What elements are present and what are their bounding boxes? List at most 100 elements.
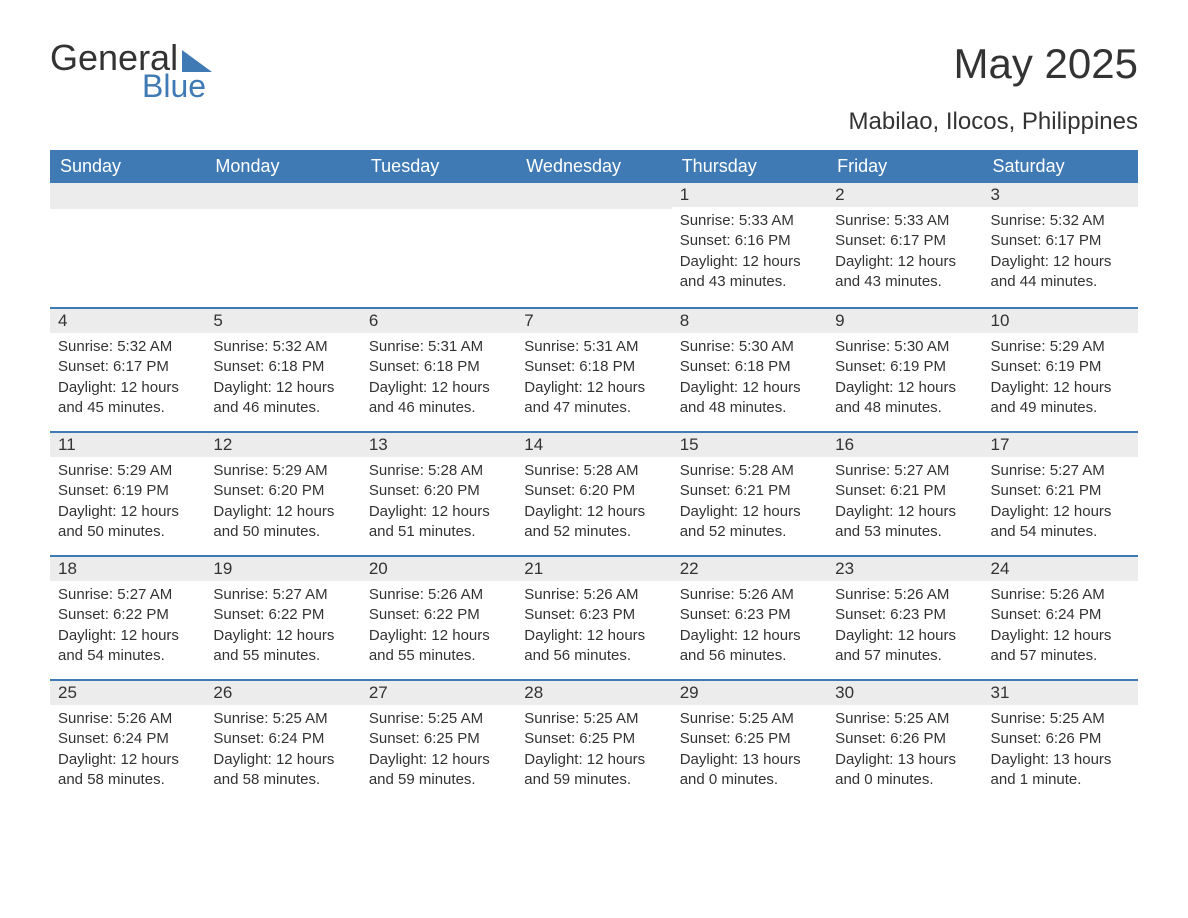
day-number: 14 (516, 433, 671, 457)
sunset-text: Sunset: 6:18 PM (369, 357, 508, 377)
daylight-text: Daylight: 12 hours and 56 minutes. (524, 626, 663, 667)
daylight-text: Daylight: 13 hours and 0 minutes. (680, 750, 819, 791)
day-cell: 9Sunrise: 5:30 AMSunset: 6:19 PMDaylight… (827, 309, 982, 431)
week-row: 11 Sunrise: 5:29 AM Sunset: 6:19 PM Dayligh… (50, 431, 1138, 555)
sunset-text: Sunset: 6:22 PM (213, 605, 352, 625)
day-details: Sunrise: 5:25 AMSunset: 6:26 PMDaylight:… (827, 705, 982, 800)
day-cell: 4Sunrise: 5:32 AMSunset: 6:17 PMDaylight… (50, 309, 205, 431)
sunrise-text: Sunrise: 5:27 AM (991, 461, 1130, 481)
sunrise-text: Sunrise: 5:29 AM (213, 461, 352, 481)
daylight-text: Daylight: 12 hours and 59 minutes. (369, 750, 508, 791)
empty-day-number (50, 183, 205, 209)
day-number: 28 (516, 681, 671, 705)
sunset-text: Sunset: 6:17 PM (991, 231, 1130, 251)
logo-word-blue: Blue (142, 70, 206, 102)
day-number: 24 (983, 557, 1138, 581)
daylight-text: Daylight: 12 hours and 53 minutes. (835, 502, 974, 543)
sunrise-text: Sunrise: 5:25 AM (369, 709, 508, 729)
day-number: 23 (827, 557, 982, 581)
day-number: 19 (205, 557, 360, 581)
weeks-container: 1Sunrise: 5:33 AMSunset: 6:16 PMDaylight… (50, 183, 1138, 803)
daylight-text: Daylight: 12 hours and 59 minutes. (524, 750, 663, 791)
day-number: 21 (516, 557, 671, 581)
sunset-text: Sunset: 6:19 PM (58, 481, 197, 501)
day-header-sunday: Sunday (50, 150, 205, 183)
daylight-text: Daylight: 12 hours and 48 minutes. (680, 378, 819, 419)
day-number: 27 (361, 681, 516, 705)
day-number: 1 (672, 183, 827, 207)
day-details: Sunrise: 5:32 AMSunset: 6:17 PMDaylight:… (50, 333, 205, 428)
location-line: Mabilao, Ilocos, Philippines (50, 108, 1138, 136)
sunset-text: Sunset: 6:22 PM (58, 605, 197, 625)
logo: General Blue (50, 40, 212, 102)
sunset-text: Sunset: 6:25 PM (524, 729, 663, 749)
day-number: 3 (983, 183, 1138, 207)
sunrise-text: Sunrise: 5:31 AM (369, 337, 508, 357)
daylight-text: Daylight: 12 hours and 45 minutes. (58, 378, 197, 419)
sunrise-text: Sunrise: 5:25 AM (213, 709, 352, 729)
page-title: May 2025 (954, 40, 1138, 88)
day-details: Sunrise: 5:30 AMSunset: 6:19 PMDaylight:… (827, 333, 982, 428)
day-cell: 7Sunrise: 5:31 AMSunset: 6:18 PMDaylight… (516, 309, 671, 431)
sunrise-text: Sunrise: 5:33 AM (835, 211, 974, 231)
day-cell: 27 Sunrise: 5:25 AMSunset: 6:25 PMDayligh… (361, 681, 516, 803)
sunrise-text: Sunrise: 5:27 AM (58, 585, 197, 605)
daylight-text: Daylight: 12 hours and 50 minutes. (213, 502, 352, 543)
day-number: 2 (827, 183, 982, 207)
day-cell: 8Sunrise: 5:30 AMSunset: 6:18 PMDaylight… (672, 309, 827, 431)
sunset-text: Sunset: 6:20 PM (369, 481, 508, 501)
sunset-text: Sunset: 6:23 PM (680, 605, 819, 625)
sunrise-text: Sunrise: 5:25 AM (835, 709, 974, 729)
day-cell: 24Sunrise: 5:26 AMSunset: 6:24 PMDayligh… (983, 557, 1138, 679)
empty-day-number (516, 183, 671, 209)
day-number: 20 (361, 557, 516, 581)
day-header-saturday: Saturday (983, 150, 1138, 183)
day-number: 26 (205, 681, 360, 705)
day-cell: 29Sunrise: 5:25 AMSunset: 6:25 PMDayligh… (672, 681, 827, 803)
sunset-text: Sunset: 6:20 PM (213, 481, 352, 501)
sunset-text: Sunset: 6:20 PM (524, 481, 663, 501)
day-cell (361, 183, 516, 307)
sunrise-text: Sunrise: 5:30 AM (680, 337, 819, 357)
daylight-text: Daylight: 12 hours and 49 minutes. (991, 378, 1130, 419)
week-row: 18Sunrise: 5:27 AMSunset: 6:22 PMDayligh… (50, 555, 1138, 679)
day-cell: 1Sunrise: 5:33 AMSunset: 6:16 PMDaylight… (672, 183, 827, 307)
day-cell: 19Sunrise: 5:27 AMSunset: 6:22 PMDayligh… (205, 557, 360, 679)
day-details: Sunrise: 5:27 AMSunset: 6:21 PMDaylight:… (827, 457, 982, 552)
day-number: 5 (205, 309, 360, 333)
day-details: Sunrise: 5:27 AMSunset: 6:21 PMDaylight:… (983, 457, 1138, 552)
day-details: Sunrise: 5:25 AMSunset: 6:25 PMDaylight:… (516, 705, 671, 800)
day-number: 13 (361, 433, 516, 457)
sunset-text: Sunset: 6:25 PM (369, 729, 508, 749)
day-details: Sunrise: 5:25 AMSunset: 6:26 PMDaylight:… (983, 705, 1138, 800)
daylight-text: Daylight: 12 hours and 54 minutes. (58, 626, 197, 667)
day-cell: 3Sunrise: 5:32 AMSunset: 6:17 PMDaylight… (983, 183, 1138, 307)
daylight-text: Daylight: 12 hours and 46 minutes. (213, 378, 352, 419)
empty-day-number (361, 183, 516, 209)
day-header-friday: Friday (827, 150, 982, 183)
week-row: 4Sunrise: 5:32 AMSunset: 6:17 PMDaylight… (50, 307, 1138, 431)
sunset-text: Sunset: 6:18 PM (680, 357, 819, 377)
sunset-text: Sunset: 6:18 PM (524, 357, 663, 377)
day-details: Sunrise: 5:29 AMSunset: 6:19 PMDaylight:… (983, 333, 1138, 428)
sunset-text: Sunset: 6:24 PM (991, 605, 1130, 625)
daylight-text: Daylight: 12 hours and 48 minutes. (835, 378, 974, 419)
sunset-text: Sunset: 6:26 PM (835, 729, 974, 749)
day-cell: 17Sunrise: 5:27 AMSunset: 6:21 PMDayligh… (983, 433, 1138, 555)
sunset-text: Sunset: 6:19 PM (991, 357, 1130, 377)
sunset-text: Sunset: 6:17 PM (58, 357, 197, 377)
day-details: Sunrise: 5:26 AMSunset: 6:24 PMDaylight:… (983, 581, 1138, 676)
day-details: Sunrise: 5:33 AMSunset: 6:16 PMDaylight:… (672, 207, 827, 302)
day-number: 9 (827, 309, 982, 333)
day-number: 7 (516, 309, 671, 333)
sunset-text: Sunset: 6:21 PM (991, 481, 1130, 501)
sunrise-text: Sunrise: 5:32 AM (991, 211, 1130, 231)
day-details: Sunrise: 5:33 AMSunset: 6:17 PMDaylight:… (827, 207, 982, 302)
day-number: 11 (50, 433, 205, 457)
day-header-wednesday: Wednesday (516, 150, 671, 183)
daylight-text: Daylight: 12 hours and 56 minutes. (680, 626, 819, 667)
day-cell: 25Sunrise: 5:26 AMSunset: 6:24 PMDayligh… (50, 681, 205, 803)
sunrise-text: Sunrise: 5:28 AM (524, 461, 663, 481)
day-details: Sunrise: 5:26 AMSunset: 6:23 PMDaylight:… (827, 581, 982, 676)
sunrise-text: Sunrise: 5:25 AM (680, 709, 819, 729)
